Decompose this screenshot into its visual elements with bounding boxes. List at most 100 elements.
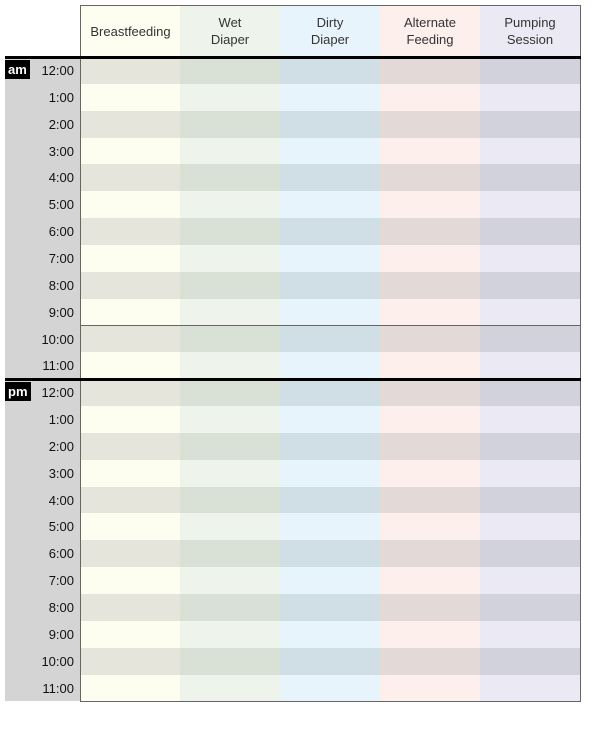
entry-cell bbox=[380, 674, 481, 703]
entry-cell bbox=[380, 513, 481, 542]
entry-cell bbox=[80, 137, 181, 166]
entry-cell bbox=[480, 620, 581, 649]
entry-cell bbox=[280, 298, 381, 327]
entry-cell bbox=[280, 567, 381, 595]
entry-cell bbox=[280, 244, 381, 273]
column-header: Alternate Feeding bbox=[380, 5, 481, 57]
entry-cell bbox=[480, 647, 581, 676]
entry-cell bbox=[180, 164, 281, 193]
entry-cell bbox=[380, 271, 481, 300]
entry-cell bbox=[480, 379, 581, 408]
entry-cell bbox=[80, 244, 181, 273]
header-text: Session bbox=[506, 32, 554, 47]
time-label: 1:00 bbox=[48, 89, 74, 105]
entry-cell bbox=[80, 325, 181, 354]
entry-cell bbox=[80, 540, 181, 569]
time-label: 9:00 bbox=[48, 626, 74, 642]
column-header: Dirty Diaper bbox=[280, 5, 381, 57]
entry-cell bbox=[480, 674, 581, 703]
entry-cell bbox=[480, 325, 581, 354]
entry-cell bbox=[380, 57, 481, 85]
header-text: Diaper bbox=[210, 32, 250, 47]
entry-cell bbox=[280, 164, 381, 193]
entry-cell bbox=[180, 83, 281, 112]
entry-cell bbox=[180, 110, 281, 139]
entry-cell bbox=[380, 540, 481, 569]
header-text: Diaper bbox=[310, 32, 350, 47]
entry-cell bbox=[380, 325, 481, 354]
entry-cell bbox=[380, 137, 481, 166]
entry-cell bbox=[180, 271, 281, 300]
entry-cell bbox=[180, 325, 281, 354]
entry-cell bbox=[280, 647, 381, 676]
entry-cell bbox=[180, 352, 281, 381]
entry-cell bbox=[480, 110, 581, 139]
entry-cell bbox=[480, 191, 581, 220]
time-label: 7:00 bbox=[48, 250, 74, 266]
entry-cell bbox=[280, 486, 381, 515]
entry-cell bbox=[280, 271, 381, 300]
entry-cell bbox=[80, 298, 181, 327]
entry-cell bbox=[380, 110, 481, 139]
section-rule bbox=[5, 378, 581, 382]
entry-cell bbox=[380, 620, 481, 649]
entry-cell bbox=[480, 432, 581, 461]
entry-cell bbox=[80, 271, 181, 300]
entry-cell bbox=[80, 218, 181, 246]
entry-cell bbox=[80, 459, 181, 488]
time-label: 8:00 bbox=[48, 277, 74, 293]
time-label: 12:00 bbox=[41, 63, 74, 78]
time-label: 5:00 bbox=[48, 197, 74, 213]
entry-cell bbox=[80, 352, 181, 381]
time-label: 10:00 bbox=[41, 653, 74, 669]
entry-cell bbox=[80, 164, 181, 193]
entry-cell bbox=[80, 379, 181, 408]
entry-cell bbox=[180, 432, 281, 461]
entry-cell bbox=[80, 594, 181, 622]
time-label: 8:00 bbox=[48, 600, 74, 615]
time-label: 10:00 bbox=[41, 331, 74, 347]
entry-cell bbox=[280, 191, 381, 220]
entry-cell bbox=[280, 379, 381, 408]
entry-cell bbox=[280, 137, 381, 166]
entry-cell bbox=[380, 486, 481, 515]
entry-cell bbox=[380, 191, 481, 220]
entry-cell bbox=[380, 244, 481, 273]
entry-cell bbox=[180, 674, 281, 703]
entry-cell bbox=[380, 594, 481, 622]
entry-cell bbox=[180, 57, 281, 85]
entry-cell bbox=[80, 110, 181, 139]
entry-cell bbox=[480, 540, 581, 569]
entry-cell bbox=[180, 298, 281, 327]
section-rule bbox=[5, 56, 581, 59]
entry-cell bbox=[480, 218, 581, 246]
entry-cell bbox=[180, 379, 281, 408]
entry-cell bbox=[80, 83, 181, 112]
entry-cell bbox=[480, 406, 581, 434]
time-label: 6:00 bbox=[48, 546, 74, 562]
entry-cell bbox=[380, 459, 481, 488]
entry-cell bbox=[180, 137, 281, 166]
entry-cell bbox=[80, 513, 181, 542]
entry-cell bbox=[280, 540, 381, 569]
entry-cell bbox=[180, 567, 281, 595]
entry-cell bbox=[480, 486, 581, 515]
time-label: 5:00 bbox=[48, 519, 74, 535]
time-label: 12:00 bbox=[41, 385, 74, 401]
entry-cell bbox=[480, 244, 581, 273]
entry-cell bbox=[80, 432, 181, 461]
entry-cell bbox=[280, 406, 381, 434]
entry-cell bbox=[80, 406, 181, 434]
entry-cell bbox=[80, 620, 181, 649]
time-label: 3:00 bbox=[48, 465, 74, 481]
entry-cell bbox=[480, 459, 581, 488]
entry-cell bbox=[280, 57, 381, 85]
column-header: Pumping Session bbox=[480, 5, 581, 57]
entry-cell bbox=[180, 620, 281, 649]
time-label: 11:00 bbox=[42, 680, 74, 696]
entry-cell bbox=[480, 567, 581, 595]
entry-cell bbox=[380, 379, 481, 408]
entry-cell bbox=[480, 594, 581, 622]
header-text: Wet bbox=[218, 15, 242, 30]
